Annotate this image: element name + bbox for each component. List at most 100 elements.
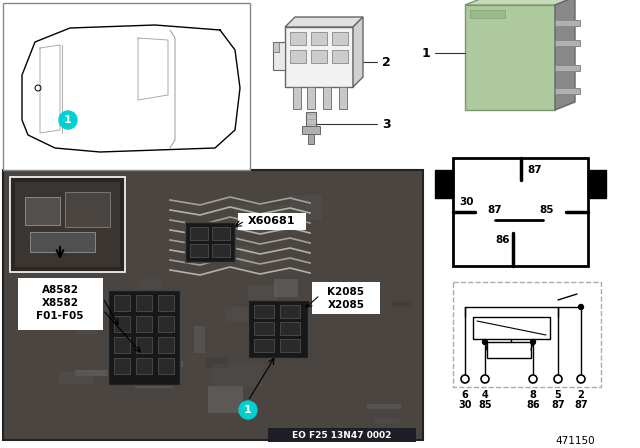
Circle shape [531, 340, 536, 345]
Bar [136, 358, 152, 374]
Text: 87: 87 [488, 205, 502, 215]
Bar [311, 50, 327, 63]
Text: 85: 85 [478, 400, 492, 410]
Bar [158, 295, 174, 311]
Bar [205, 237, 215, 245]
Text: 5: 5 [555, 390, 561, 400]
Bar [332, 32, 348, 45]
Bar [273, 42, 279, 52]
Bar [311, 32, 327, 45]
Bar [280, 305, 300, 318]
Bar [487, 342, 531, 358]
Bar [254, 322, 274, 335]
Bar [268, 428, 416, 442]
Text: X60681: X60681 [248, 216, 296, 226]
Polygon shape [465, 0, 575, 5]
Bar [238, 213, 306, 230]
Bar [274, 279, 298, 297]
Text: 87: 87 [528, 165, 542, 175]
Text: X2085: X2085 [328, 300, 365, 310]
Bar [75, 370, 112, 376]
Bar [470, 10, 505, 18]
Bar [273, 42, 285, 70]
Bar [140, 278, 162, 305]
Bar [308, 134, 314, 144]
Bar [18, 278, 103, 330]
Bar [374, 418, 399, 423]
Text: 87: 87 [551, 400, 565, 410]
Circle shape [577, 375, 585, 383]
Text: 8: 8 [529, 390, 536, 400]
Bar [158, 316, 174, 332]
Text: 1: 1 [244, 405, 252, 415]
Text: 2: 2 [382, 56, 391, 69]
Text: 1: 1 [421, 47, 430, 60]
Bar [465, 5, 555, 110]
Bar [435, 170, 453, 198]
Bar [114, 358, 130, 374]
Bar [555, 20, 580, 26]
Text: 6: 6 [461, 390, 468, 400]
Bar [59, 372, 94, 384]
Bar [248, 285, 278, 310]
Bar [254, 305, 274, 318]
Bar [225, 307, 257, 321]
Bar [555, 88, 580, 94]
Circle shape [59, 111, 77, 129]
Text: 86: 86 [526, 400, 540, 410]
Bar [3, 170, 423, 440]
Bar [353, 42, 361, 70]
Bar [234, 205, 288, 233]
Bar [185, 222, 235, 262]
Bar [206, 358, 228, 368]
Polygon shape [555, 0, 575, 110]
Text: 2: 2 [578, 390, 584, 400]
Text: 85: 85 [540, 205, 554, 215]
Bar [280, 339, 300, 352]
Bar [194, 326, 205, 353]
Text: 471150: 471150 [556, 436, 595, 446]
Bar [15, 182, 120, 267]
Bar [453, 282, 601, 387]
Bar [285, 27, 353, 87]
Text: F01-F05: F01-F05 [36, 311, 84, 321]
Text: 87: 87 [574, 400, 588, 410]
Text: 1: 1 [64, 115, 72, 125]
Bar [307, 87, 315, 109]
Bar [25, 197, 60, 225]
Text: EO F25 13N47 0002: EO F25 13N47 0002 [292, 431, 392, 439]
Bar [473, 317, 550, 339]
Bar [114, 337, 130, 353]
Circle shape [481, 375, 489, 383]
Text: 30: 30 [460, 197, 474, 207]
Circle shape [554, 375, 562, 383]
Bar [212, 227, 230, 240]
Bar [10, 177, 125, 272]
Text: 86: 86 [496, 235, 510, 245]
Bar [339, 87, 347, 109]
Bar [65, 192, 110, 227]
Bar [136, 337, 152, 353]
Bar [290, 32, 306, 45]
Text: A8582: A8582 [42, 285, 79, 295]
Bar [555, 65, 580, 71]
Bar [211, 364, 263, 387]
Bar [136, 295, 152, 311]
Bar [208, 386, 243, 413]
Polygon shape [353, 17, 363, 87]
Bar [367, 404, 401, 409]
Bar [212, 244, 230, 257]
Bar [280, 322, 300, 335]
Bar [133, 361, 183, 367]
Text: K2085: K2085 [328, 287, 365, 297]
Text: 3: 3 [382, 117, 390, 130]
Bar [332, 50, 348, 63]
Bar [190, 244, 208, 257]
Bar [108, 290, 180, 385]
Circle shape [579, 305, 584, 310]
Bar [302, 126, 320, 134]
Bar [190, 227, 208, 240]
Bar [30, 232, 95, 252]
Bar [391, 301, 411, 307]
Circle shape [483, 340, 488, 345]
